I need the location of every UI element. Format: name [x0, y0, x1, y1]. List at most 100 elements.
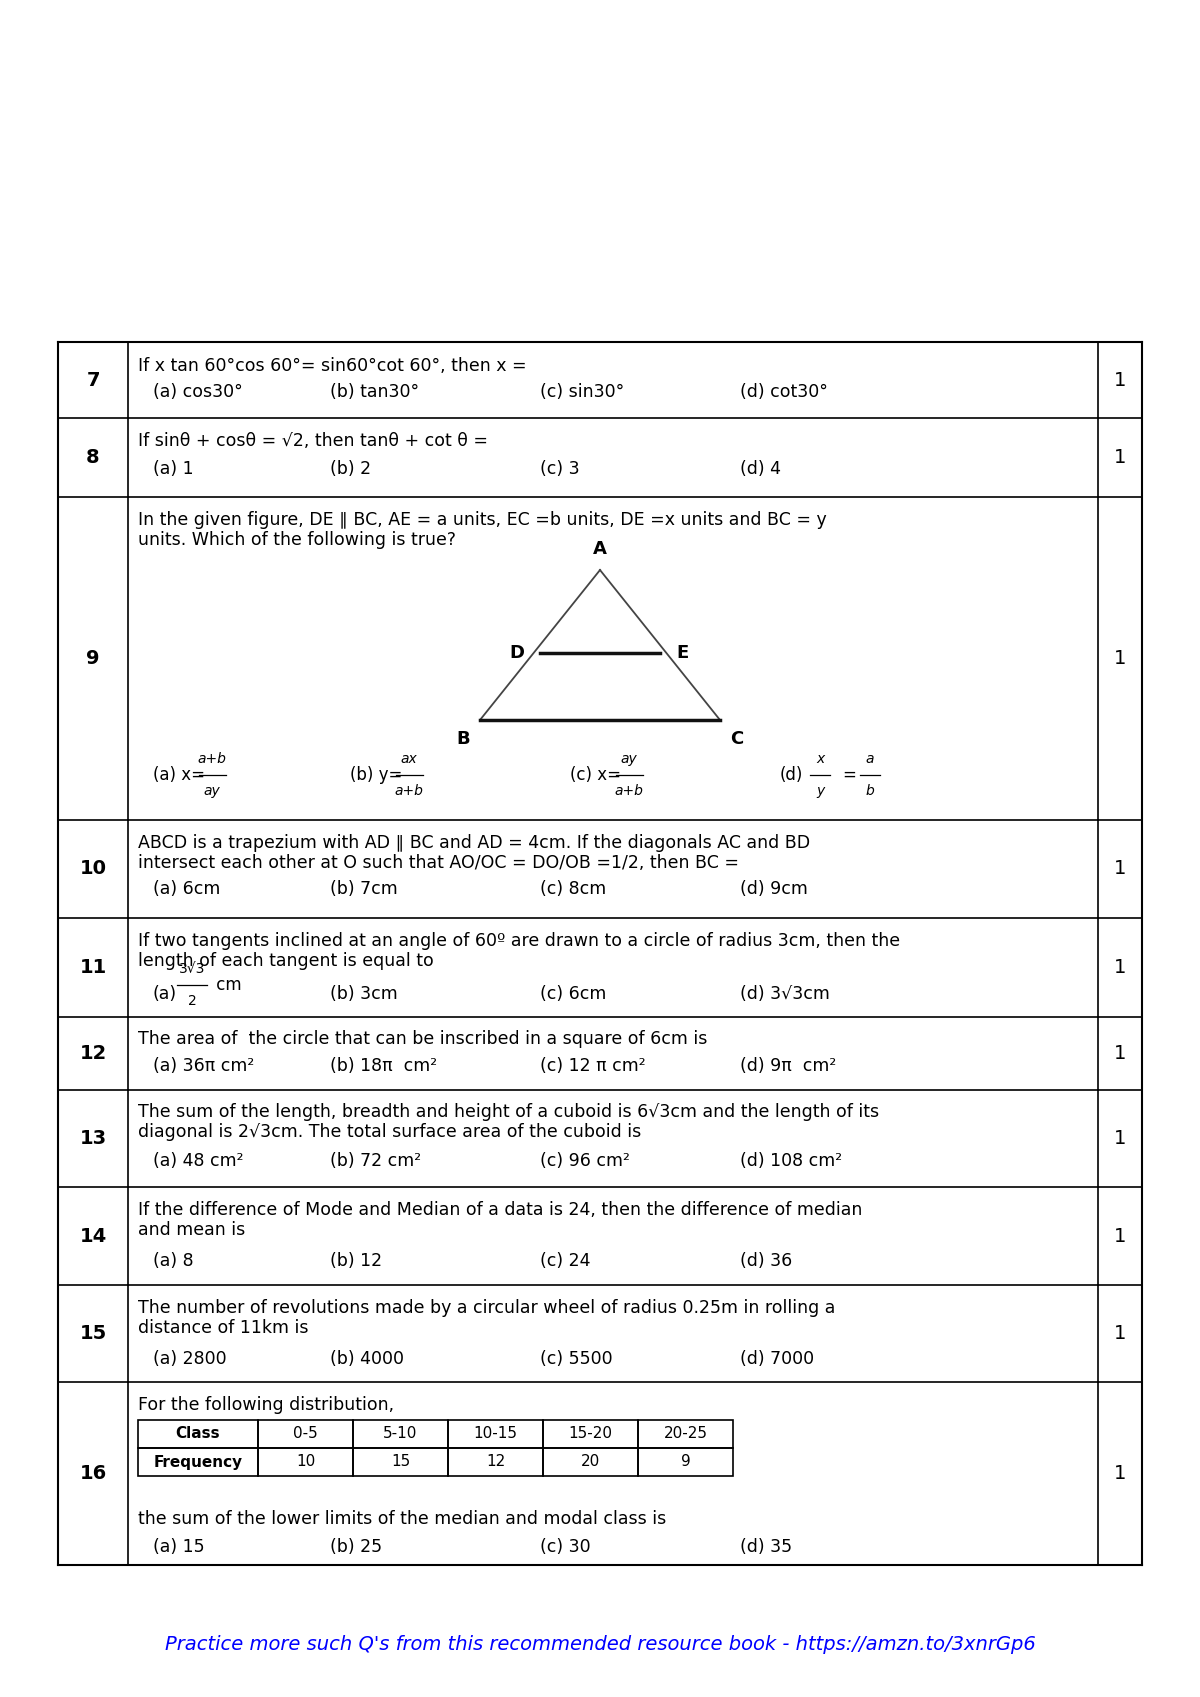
Text: intersect each other at O such that AO/OC = DO/OB =1/2, then BC =: intersect each other at O such that AO/O…	[138, 854, 739, 872]
Text: For the following distribution,: For the following distribution,	[138, 1397, 394, 1414]
Text: (a) 15: (a) 15	[154, 1537, 205, 1556]
Text: (c) 12 π cm²: (c) 12 π cm²	[540, 1057, 646, 1074]
Text: diagonal is 2√3cm. The total surface area of the cuboid is: diagonal is 2√3cm. The total surface are…	[138, 1123, 641, 1140]
Text: 1: 1	[1114, 1044, 1126, 1062]
Text: In the given figure, DE ∥ BC, AE = a units, EC =b units, DE =x units and BC = y: In the given figure, DE ∥ BC, AE = a uni…	[138, 511, 827, 529]
Text: 0-5: 0-5	[293, 1427, 318, 1441]
Text: 11: 11	[79, 959, 107, 977]
Text: (b) 7cm: (b) 7cm	[330, 881, 397, 898]
Text: (c) sin30°: (c) sin30°	[540, 384, 624, 400]
Text: ABCD is a trapezium with AD ∥ BC and AD = 4cm. If the diagonals AC and BD: ABCD is a trapezium with AD ∥ BC and AD …	[138, 833, 810, 852]
Text: (c) 96 cm²: (c) 96 cm²	[540, 1152, 630, 1169]
Text: 1: 1	[1114, 448, 1126, 467]
Text: (b) tan30°: (b) tan30°	[330, 384, 419, 400]
Text: ay: ay	[620, 752, 637, 765]
Bar	[138, 1448, 258, 1476]
Text: 8: 8	[86, 448, 100, 467]
Text: (d) 9π  cm²: (d) 9π cm²	[740, 1057, 836, 1074]
Text: ax: ax	[401, 752, 418, 765]
Text: 20-25: 20-25	[664, 1427, 708, 1441]
Text: 1: 1	[1114, 959, 1126, 977]
Text: (d) 36: (d) 36	[740, 1252, 792, 1269]
Bar	[542, 1448, 638, 1476]
Text: 12: 12	[486, 1454, 505, 1470]
Text: If two tangents inclined at an angle of 60º are drawn to a circle of radius 3cm,: If two tangents inclined at an angle of …	[138, 932, 900, 950]
Bar	[258, 1448, 353, 1476]
Text: 1: 1	[1114, 1465, 1126, 1483]
Text: 14: 14	[79, 1227, 107, 1246]
Text: C: C	[730, 730, 743, 748]
Text: (b) 2: (b) 2	[330, 460, 371, 479]
Text: 1: 1	[1114, 370, 1126, 390]
Text: 9: 9	[86, 648, 100, 669]
Text: (a) x=: (a) x=	[154, 765, 205, 784]
Text: 20: 20	[581, 1454, 600, 1470]
Bar	[353, 1420, 448, 1448]
Text: 10-15: 10-15	[474, 1427, 517, 1441]
Text: 15-20: 15-20	[569, 1427, 612, 1441]
Text: (a) 2800: (a) 2800	[154, 1351, 227, 1368]
Bar	[258, 1420, 353, 1448]
Text: x: x	[816, 752, 824, 765]
Text: (a): (a)	[154, 984, 178, 1003]
Text: If x tan 60°cos 60°= sin60°cot 60°, then x =: If x tan 60°cos 60°= sin60°cot 60°, then…	[138, 356, 527, 375]
Bar	[448, 1420, 542, 1448]
Text: 1: 1	[1114, 1324, 1126, 1342]
Text: (d) 7000: (d) 7000	[740, 1351, 814, 1368]
Text: 16: 16	[79, 1465, 107, 1483]
Bar	[542, 1420, 638, 1448]
Text: (a) 8: (a) 8	[154, 1252, 193, 1269]
Text: (b) 72 cm²: (b) 72 cm²	[330, 1152, 421, 1169]
Text: units. Which of the following is true?: units. Which of the following is true?	[138, 531, 456, 550]
Text: A: A	[593, 540, 607, 558]
Text: E: E	[676, 643, 689, 662]
Text: 10: 10	[79, 859, 107, 879]
Text: y: y	[816, 784, 824, 798]
Text: Practice more such Q's from this recommended resource book - https://amzn.to/3xn: Practice more such Q's from this recomme…	[164, 1636, 1036, 1655]
Text: (d) 4: (d) 4	[740, 460, 781, 479]
Bar	[448, 1448, 542, 1476]
Text: (b) 3cm: (b) 3cm	[330, 984, 397, 1003]
Text: (b) 25: (b) 25	[330, 1537, 382, 1556]
Text: cm: cm	[211, 976, 241, 994]
Text: (a) 1: (a) 1	[154, 460, 193, 479]
Text: (a) 36π cm²: (a) 36π cm²	[154, 1057, 254, 1074]
Text: ay: ay	[204, 784, 221, 798]
Bar	[138, 1420, 258, 1448]
Text: (d) 9cm: (d) 9cm	[740, 881, 808, 898]
Text: 7: 7	[86, 370, 100, 390]
Text: If sinθ + cosθ = √2, then tanθ + cot θ =: If sinθ + cosθ = √2, then tanθ + cot θ =	[138, 433, 488, 450]
Text: (c) 5500: (c) 5500	[540, 1351, 613, 1368]
Text: The area of  the circle that can be inscribed in a square of 6cm is: The area of the circle that can be inscr…	[138, 1030, 707, 1049]
Text: The sum of the length, breadth and height of a cuboid is 6√3cm and the length of: The sum of the length, breadth and heigh…	[138, 1103, 880, 1122]
Text: a: a	[865, 752, 875, 765]
Text: Class: Class	[175, 1427, 221, 1441]
Text: B: B	[456, 730, 470, 748]
Text: the sum of the lower limits of the median and modal class is: the sum of the lower limits of the media…	[138, 1510, 666, 1527]
Text: (c) 8cm: (c) 8cm	[540, 881, 606, 898]
Text: 1: 1	[1114, 1227, 1126, 1246]
Text: D: D	[509, 643, 524, 662]
Bar	[353, 1448, 448, 1476]
Text: (a) 6cm: (a) 6cm	[154, 881, 221, 898]
Text: 2: 2	[187, 994, 197, 1008]
Text: (b) 4000: (b) 4000	[330, 1351, 404, 1368]
Text: distance of 11km is: distance of 11km is	[138, 1319, 308, 1337]
Text: a+b: a+b	[395, 784, 424, 798]
Text: and mean is: and mean is	[138, 1222, 245, 1239]
Text: (d) 3√3cm: (d) 3√3cm	[740, 984, 830, 1003]
Text: (c) 3: (c) 3	[540, 460, 580, 479]
Text: 10: 10	[296, 1454, 316, 1470]
Bar	[638, 1420, 733, 1448]
Text: 1: 1	[1114, 1129, 1126, 1147]
Text: (c) x=: (c) x=	[570, 765, 622, 784]
Text: 1: 1	[1114, 648, 1126, 669]
Text: a+b: a+b	[198, 752, 227, 765]
Text: 15: 15	[391, 1454, 410, 1470]
Text: (d) 35: (d) 35	[740, 1537, 792, 1556]
Text: (c) 30: (c) 30	[540, 1537, 590, 1556]
Text: Frequency: Frequency	[154, 1454, 242, 1470]
Text: =: =	[842, 765, 856, 784]
Text: (a) 48 cm²: (a) 48 cm²	[154, 1152, 244, 1169]
Text: b: b	[865, 784, 875, 798]
